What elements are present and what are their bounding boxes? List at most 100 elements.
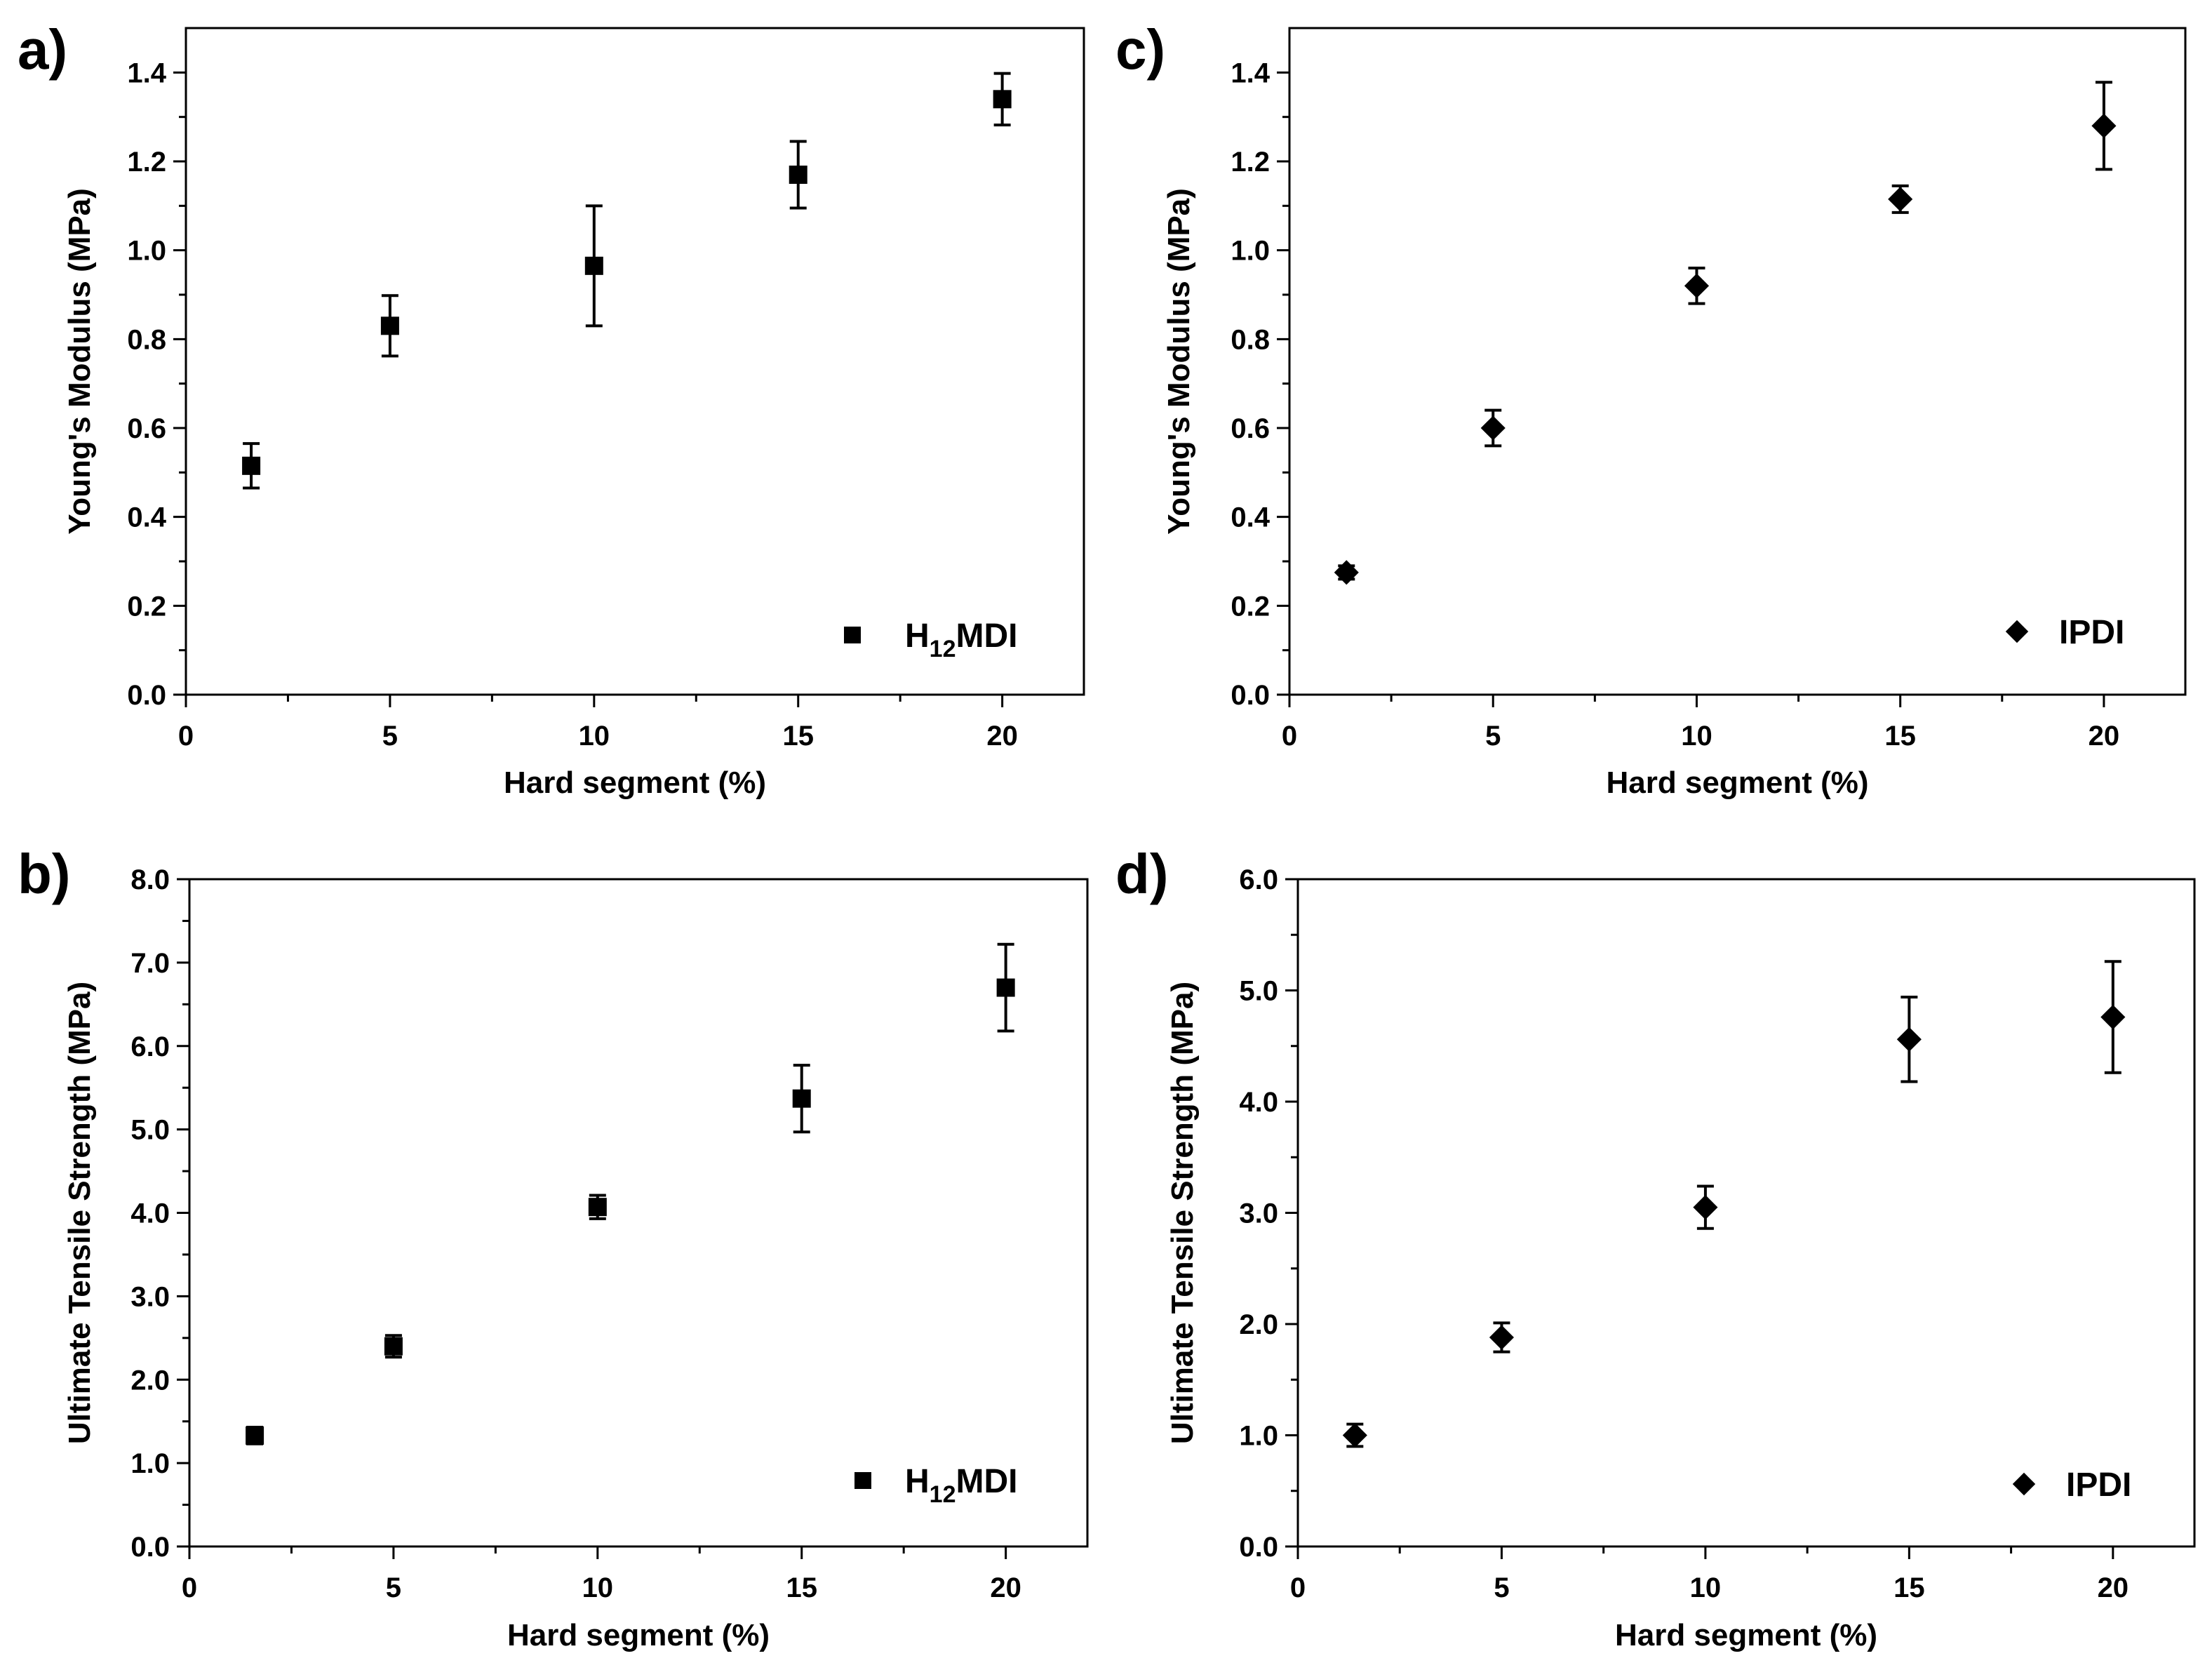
x-tick-label: 15 — [786, 1572, 817, 1603]
legend-label: IPDI — [2066, 1466, 2131, 1504]
y-tick-label: 6.0 — [1239, 864, 1278, 895]
x-tick-label: 0 — [182, 1572, 197, 1603]
x-axis-title: Hard segment (%) — [507, 1618, 770, 1652]
x-tick-label: 15 — [1893, 1572, 1925, 1603]
y-tick-label: 0.8 — [1231, 324, 1270, 355]
data-point — [1896, 1027, 1922, 1052]
y-tick-label: 0.0 — [1239, 1532, 1278, 1563]
data-point — [1489, 1325, 1515, 1350]
data-point — [1888, 187, 1913, 212]
y-axis-title: Young's Modulus (MPa) — [1162, 188, 1196, 535]
y-tick-label: 6.0 — [130, 1031, 170, 1062]
y-tick-label: 3.0 — [1239, 1198, 1278, 1229]
data-point — [1342, 1422, 1367, 1448]
data-point — [1334, 560, 1359, 585]
y-tick-label: 1.0 — [1239, 1421, 1278, 1452]
x-tick-label: 10 — [1681, 721, 1712, 751]
y-tick-label: 1.0 — [1231, 236, 1270, 267]
x-axis-title: Hard segment (%) — [504, 766, 766, 800]
data-point — [584, 256, 603, 275]
y-tick-label: 0.8 — [127, 324, 166, 355]
y-tick-label: 0.2 — [1231, 591, 1270, 622]
panel-label: c) — [1115, 18, 1165, 81]
data-point — [2091, 113, 2117, 138]
x-tick-label: 20 — [2098, 1572, 2129, 1603]
y-tick-label: 0.4 — [1231, 502, 1270, 533]
y-tick-label: 5.0 — [1239, 976, 1278, 1007]
x-axis-title: Hard segment (%) — [1606, 766, 1868, 800]
y-tick-label: 0.0 — [130, 1532, 170, 1563]
panel-label: a) — [18, 18, 67, 81]
legend-marker — [854, 1472, 871, 1489]
data-point — [380, 316, 399, 335]
y-tick-label: 0.2 — [127, 591, 166, 622]
y-tick-label: 0.6 — [127, 413, 166, 444]
x-tick-label: 15 — [782, 721, 814, 751]
chart-panel: b) 0 5 10 15 20 0.0 1.0 2.0 3.0 4.0 5.0 6.0 7.0 8.0 Har… — [18, 843, 1089, 1652]
y-tick-label: 7.0 — [130, 948, 170, 979]
chart-panel: c) 0 5 10 15 20 0.0 0.2 0.4 0.6 0.8 1.0 1.2 1.4 Hard s… — [1115, 18, 2187, 800]
x-tick-label: 0 — [1282, 721, 1297, 751]
y-tick-label: 3.0 — [130, 1281, 170, 1312]
x-axis-title: Hard segment (%) — [1615, 1618, 1877, 1652]
data-point — [246, 1426, 264, 1445]
data-point — [1684, 273, 1710, 298]
x-tick-label: 20 — [2089, 721, 2120, 751]
y-tick-label: 1.2 — [127, 147, 166, 178]
y-tick-label: 4.0 — [130, 1198, 170, 1229]
y-tick-label: 1.4 — [127, 58, 166, 88]
x-tick-label: 10 — [582, 1572, 614, 1603]
plot-frame — [1296, 878, 2196, 1548]
x-tick-label: 20 — [990, 1572, 1021, 1603]
y-tick-label: 5.0 — [130, 1115, 170, 1146]
y-axis-title: Ultimate Tensile Strength (MPa) — [62, 982, 97, 1444]
y-axis-title: Ultimate Tensile Strength (MPa) — [1165, 982, 1200, 1444]
data-point — [996, 978, 1015, 997]
x-tick-label: 5 — [386, 1572, 401, 1603]
data-point — [792, 1089, 811, 1108]
panel-label: b) — [18, 843, 71, 905]
data-point — [242, 456, 261, 475]
panel-label: d) — [1115, 843, 1169, 905]
x-tick-label: 20 — [986, 721, 1018, 751]
plot-frame — [1288, 27, 2187, 696]
y-tick-label: 2.0 — [1239, 1309, 1278, 1340]
x-tick-label: 5 — [1494, 1572, 1509, 1603]
data-point — [789, 166, 807, 184]
legend-label: IPDI — [2059, 614, 2124, 651]
x-tick-label: 0 — [178, 721, 194, 751]
x-tick-label: 10 — [579, 721, 610, 751]
data-point — [993, 90, 1012, 109]
data-point — [2100, 1004, 2126, 1030]
y-tick-label: 2.0 — [130, 1365, 170, 1396]
plot-frame — [185, 27, 1085, 696]
y-tick-label: 1.2 — [1231, 147, 1270, 178]
data-point — [1480, 415, 1506, 441]
y-tick-label: 0.6 — [1231, 413, 1270, 444]
x-tick-label: 5 — [382, 721, 398, 751]
y-tick-label: 0.0 — [127, 680, 166, 711]
data-point — [1693, 1195, 1718, 1220]
legend-label: H12MDI — [905, 617, 1017, 662]
plot-frame — [188, 878, 1089, 1548]
x-tick-label: 15 — [1884, 721, 1916, 751]
y-tick-label: 1.4 — [1231, 58, 1270, 88]
chart-panel: a) 0 5 10 15 20 0.0 0.2 0.4 0.6 0.8 1.0 1.2 1.4 Hard s… — [18, 18, 1085, 800]
x-tick-label: 0 — [1290, 1572, 1306, 1603]
y-tick-label: 0.0 — [1231, 680, 1270, 711]
y-tick-label: 0.4 — [127, 502, 166, 533]
y-tick-label: 4.0 — [1239, 1087, 1278, 1118]
y-tick-label: 1.0 — [130, 1448, 170, 1479]
legend-label: H12MDI — [905, 1463, 1017, 1508]
y-axis-title: Young's Modulus (MPa) — [62, 188, 97, 535]
data-point — [588, 1198, 607, 1217]
x-tick-label: 5 — [1485, 721, 1501, 751]
y-tick-label: 1.0 — [127, 236, 166, 267]
legend-marker — [2005, 620, 2029, 643]
legend-marker — [2012, 1472, 2036, 1496]
chart-panel: d) 0 5 10 15 20 0.0 1.0 2.0 3.0 4.0 5.0 6.0 Hard segm… — [1115, 843, 2196, 1652]
data-point — [384, 1337, 403, 1356]
legend-marker — [844, 627, 861, 643]
x-tick-label: 10 — [1690, 1572, 1722, 1603]
